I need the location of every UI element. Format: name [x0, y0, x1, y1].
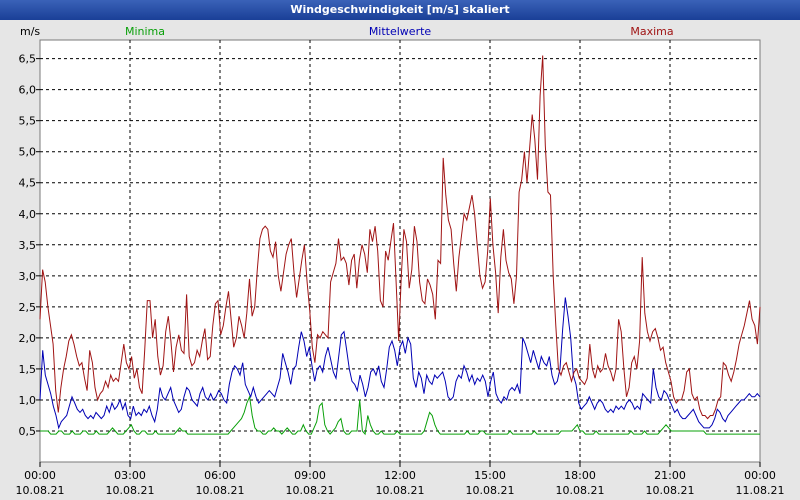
- x-tick-time: 15:00: [474, 469, 506, 482]
- y-tick-label: 6,5: [19, 53, 37, 66]
- legend-maxima: Maxima: [630, 25, 673, 38]
- x-tick-time: 18:00: [564, 469, 596, 482]
- y-axis-label: m/s: [20, 25, 40, 38]
- x-tick-date: 10.08.21: [16, 484, 65, 497]
- x-tick-time: 06:00: [204, 469, 236, 482]
- y-tick-label: 6,0: [19, 84, 37, 97]
- y-tick-label: 5,0: [19, 146, 37, 159]
- x-tick-date: 11.08.21: [736, 484, 785, 497]
- y-tick-label: 2,5: [19, 301, 37, 314]
- y-tick-label: 3,5: [19, 239, 37, 252]
- series-lines: [39, 55, 761, 436]
- y-tick-label: 1,0: [19, 394, 37, 407]
- grid-lines: [40, 40, 760, 462]
- y-tick-label: 1,5: [19, 363, 37, 376]
- x-tick-time: 03:00: [114, 469, 146, 482]
- y-tick-label: 4,0: [19, 208, 37, 221]
- x-tick-date: 10.08.21: [286, 484, 335, 497]
- mittelwerte-line: [39, 297, 761, 430]
- y-tick-label: 3,0: [19, 270, 37, 283]
- y-tick-label: 2,0: [19, 332, 37, 345]
- x-tick-time: 09:00: [294, 469, 326, 482]
- y-tick-label: 5,5: [19, 115, 37, 128]
- x-tick-time: 00:00: [24, 469, 56, 482]
- y-axis-ticks: 0,5 1,0 1,5 2,0 2,5 3,0 3,5 4,0 4,5 5,0 5,5 6,0 6,5: [19, 53, 40, 438]
- x-tick-time: 21:00: [654, 469, 686, 482]
- wind-speed-chart: 0,51,01,52,02,53,03,54,04,55,05,56,06,5 …: [16, 25, 785, 497]
- x-tick-date: 10.08.21: [376, 484, 425, 497]
- chart-title: Windgeschwindigkeit [m/s] skaliert: [0, 0, 800, 20]
- x-tick-date: 10.08.21: [466, 484, 515, 497]
- x-tick-date: 10.08.21: [556, 484, 605, 497]
- x-tick-time: 00:00: [744, 469, 776, 482]
- x-tick-date: 10.08.21: [106, 484, 155, 497]
- x-tick-date: 10.08.21: [646, 484, 695, 497]
- legend-mittelwerte: Mittelwerte: [369, 25, 432, 38]
- maxima-line: [39, 55, 761, 420]
- x-tick-time: 12:00: [384, 469, 416, 482]
- y-tick-label: 4,5: [19, 177, 37, 190]
- minima-line: [40, 394, 760, 436]
- x-axis-ticks: 00:00 10.08.21 03:00 10.08.21 06:00 10.08.21 0…: [16, 462, 785, 497]
- legend-minima: Minima: [125, 25, 165, 38]
- y-tick-label: 0,5: [19, 425, 37, 438]
- x-tick-date: 10.08.21: [196, 484, 245, 497]
